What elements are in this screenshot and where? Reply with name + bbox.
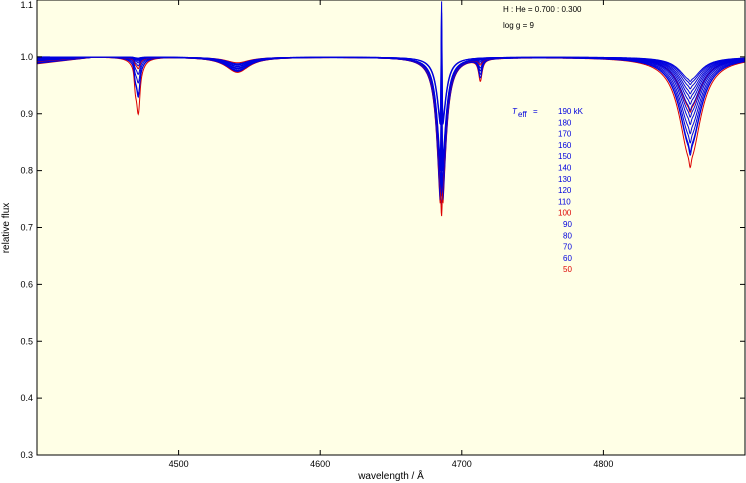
y-tick-label: 0.3 [20,450,33,460]
ticks-layer: 4500 4600 4700 4800 0.3 0.4 0.5 0.6 0.7 0.8 0.9 1.0… [20,0,745,469]
x-tick-label: 4500 [169,459,189,469]
x-tick-label: 4700 [452,459,472,469]
legend-label-teff-130: 130 [558,175,572,184]
legend-label-teff-160: 160 [558,141,572,150]
legend-label-teff-140: 140 [558,164,572,173]
plot-background [37,0,745,455]
legend-label-teff-150: 150 [558,152,572,161]
y-tick-label: 0.6 [20,279,33,289]
logg-annotation: log g = 9 [503,21,534,30]
y-tick-label: 0.9 [20,109,33,119]
legend-label-teff-180: 180 [558,118,572,127]
x-tick-label: 4800 [593,459,613,469]
y-tick-label: 0.5 [20,336,33,346]
composition-annotation: H : He = 0.700 : 0.300 [503,5,582,14]
teff-equals: = [533,107,538,116]
y-axis-title: relative flux [1,203,12,254]
x-tick-label: 4600 [310,459,330,469]
legend-label-teff-170: 170 [558,130,572,139]
teff-subscript: eff [518,110,528,119]
legend-label-teff-70: 70 [563,243,572,252]
teff-legend: 190 kK 180 170 160 150 140 130 120 110 100 90 80 70 6… [558,107,584,274]
series-line-teff-190 [37,1,746,119]
x-axis-title: wavelength / Å [357,469,424,482]
legend-label-teff-60: 60 [563,254,572,263]
series-layer [36,1,746,217]
y-tick-label: 0.7 [20,223,33,233]
legend-label-teff-110: 110 [558,197,571,206]
y-tick-label: 1.0 [20,52,33,62]
teff-symbol: T [512,107,518,116]
legend-label-teff-90: 90 [563,220,572,229]
legend-label-teff-50: 50 [563,265,572,274]
y-tick-label: 0.8 [20,166,33,176]
legend-label-teff-80: 80 [563,231,572,240]
legend-label-teff-100: 100 [558,209,572,218]
y-tick-label: 1.1 [20,0,33,10]
y-tick-label: 0.4 [20,393,33,403]
legend-label-teff-190: 190 kK [558,107,584,116]
legend-label-teff-120: 120 [558,186,572,195]
